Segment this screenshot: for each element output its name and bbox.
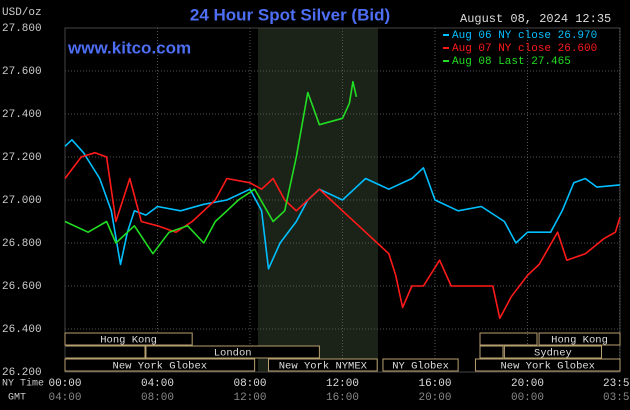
- chart-title: 24 Hour Spot Silver (Bid): [190, 5, 390, 24]
- x-axis-label: NY Time: [2, 378, 44, 390]
- session-box: [474, 358, 621, 372]
- x2-tick-label: 08:00: [141, 392, 174, 404]
- y-tick-label: 26.600: [2, 281, 42, 293]
- session-label: New York NYMEX: [279, 360, 368, 372]
- x2-tick-label: 03:59: [603, 392, 630, 404]
- session-box: [479, 345, 504, 359]
- x-tick-label: 23:59: [603, 378, 630, 390]
- y-tick-label: 27.600: [2, 66, 42, 78]
- x2-axis-label: GMT: [8, 393, 26, 404]
- timestamp: August 08, 2024 12:35: [460, 12, 611, 26]
- session-box: [479, 332, 538, 346]
- series-line: [64, 151, 621, 320]
- session-label: New York Globex: [500, 360, 595, 372]
- session-box: [382, 358, 459, 372]
- session-label: NY Globex: [392, 360, 449, 372]
- session-box: [64, 358, 256, 372]
- series-line: [64, 80, 358, 255]
- session-label: Sydney: [534, 347, 572, 359]
- legend-label: Aug 06 NY close 26.970: [452, 30, 597, 42]
- session-label: New York Globex: [113, 360, 208, 372]
- y-tick-label: 27.800: [2, 23, 42, 35]
- legend-label: Aug 08 Last 27.465: [452, 56, 571, 68]
- y-axis-label: USD/oz: [2, 7, 42, 19]
- x-tick-label: 08:00: [233, 378, 266, 390]
- x2-tick-label: 12:00: [233, 392, 266, 404]
- y-tick-label: 26.800: [2, 238, 42, 250]
- x-tick-label: 16:00: [418, 378, 451, 390]
- plot-frame: [64, 27, 621, 373]
- session-label: Hong Kong: [100, 334, 157, 346]
- session-box: [268, 358, 378, 372]
- x2-tick-label: 20:00: [418, 392, 451, 404]
- session-box: [538, 332, 621, 346]
- session-box: [503, 345, 602, 359]
- x2-tick-label: 04:00: [48, 392, 81, 404]
- x-tick-label: 12:00: [326, 378, 359, 390]
- x-tick-label: 00:00: [48, 378, 81, 390]
- legend-label: Aug 07 NY close 26.600: [452, 43, 597, 55]
- x2-tick-label: 00:00: [511, 392, 544, 404]
- x2-tick-label: 16:00: [326, 392, 359, 404]
- y-tick-label: 27.000: [2, 195, 42, 207]
- y-tick-label: 27.200: [2, 152, 42, 164]
- session-box: [145, 345, 320, 359]
- x-tick-label: 04:00: [141, 378, 174, 390]
- y-tick-label: 26.200: [2, 367, 42, 379]
- watermark: www.kitco.com: [67, 38, 191, 57]
- session-label: London: [214, 347, 252, 359]
- y-tick-label: 27.400: [2, 109, 42, 121]
- session-label: Hong Kong: [551, 334, 608, 346]
- y-tick-label: 26.400: [2, 324, 42, 336]
- x-tick-label: 20:00: [511, 378, 544, 390]
- session-box: [64, 332, 193, 346]
